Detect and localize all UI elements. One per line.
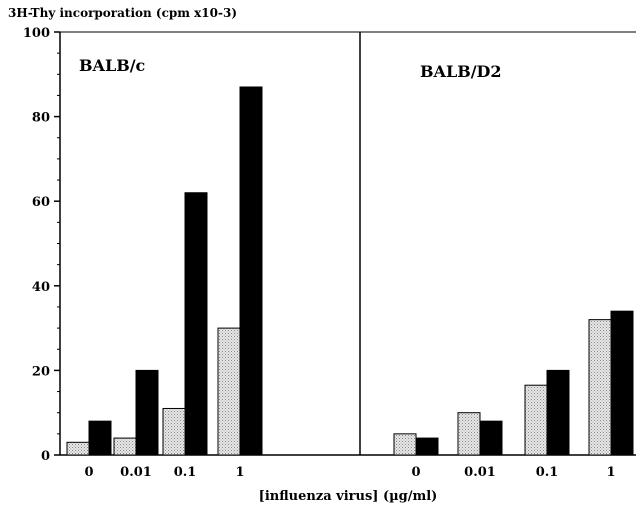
- x-tick-label: 0: [84, 465, 93, 480]
- panel-title-balb-d2: BALB/D2: [420, 62, 502, 81]
- x-tick-label: 0: [411, 465, 420, 480]
- bar-panel1-series2-1: [239, 86, 263, 456]
- y-tick-label: 100: [23, 26, 50, 41]
- bar-panel2-series2-1: [610, 310, 634, 456]
- y-axis-label: 3H-Thy incorporation (cpm x10-3): [8, 6, 237, 20]
- x-tick-label: 1: [606, 465, 615, 480]
- x-axis-label: [influenza virus] (µg/ml): [259, 489, 438, 504]
- y-tick-label: 20: [32, 364, 50, 379]
- x-tick-label: 0.1: [536, 465, 559, 480]
- panel-title-balb-c: BALB/c: [79, 56, 146, 75]
- bar-panel2-series2-0.1: [546, 369, 570, 456]
- bar-panel2-series1-1: [588, 319, 612, 456]
- bar-panel1-series1-0.01: [113, 437, 137, 456]
- bar-panel1-series2-0: [88, 420, 112, 456]
- x-tick-label: 0.01: [464, 465, 496, 480]
- x-tick-label: 1: [235, 465, 244, 480]
- bar-panel2-series2-0: [415, 437, 439, 456]
- bar-panel1-series1-1: [217, 327, 241, 456]
- bar-panel2-series2-0.01: [479, 420, 503, 456]
- y-tick-label: 60: [32, 195, 50, 210]
- bar-panel1-series1-0: [66, 441, 90, 456]
- y-tick-label: 40: [32, 280, 50, 295]
- bar-panel2-series1-0: [393, 433, 417, 456]
- bar-panel1-series1-0.1: [162, 407, 186, 456]
- y-tick-label: 80: [32, 111, 50, 126]
- x-tick-label: 0.01: [120, 465, 152, 480]
- bar-panel2-series1-0.01: [457, 412, 481, 456]
- x-tick-label: 0.1: [174, 465, 197, 480]
- bar-panel2-series1-0.1: [524, 384, 548, 456]
- bar-panel1-series2-0.01: [135, 369, 159, 456]
- bar-panel1-series2-0.1: [184, 192, 208, 456]
- y-tick-label: 0: [41, 449, 50, 464]
